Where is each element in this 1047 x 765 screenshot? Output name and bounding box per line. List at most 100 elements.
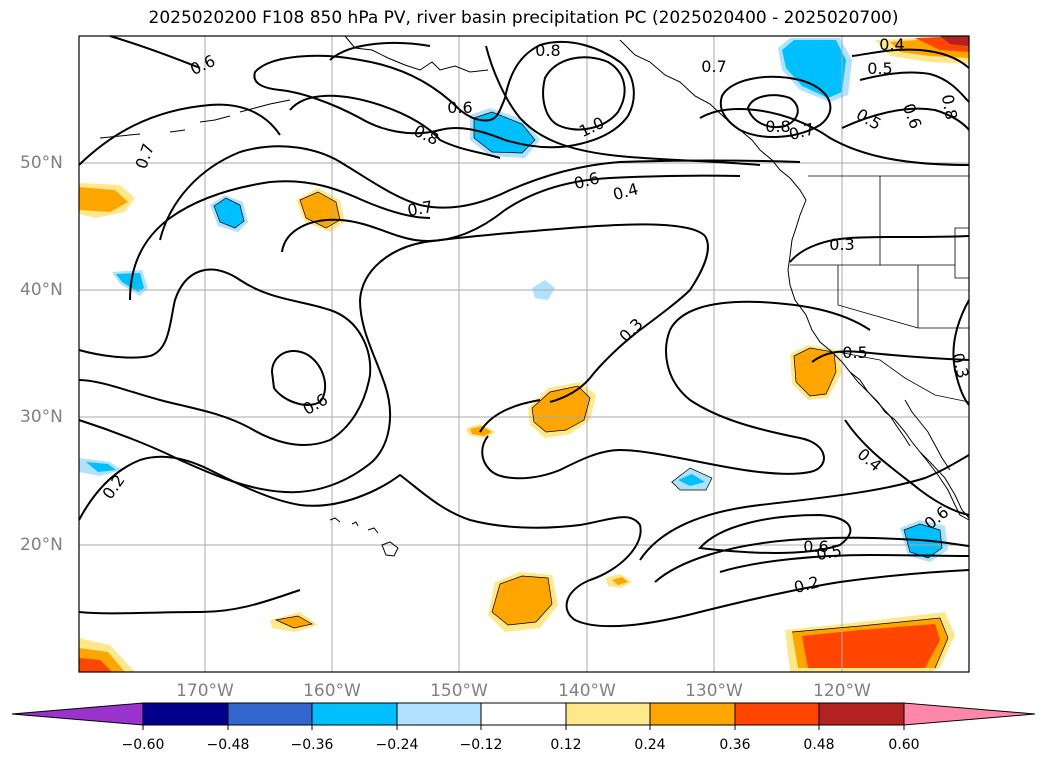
shade-patch bbox=[794, 348, 836, 396]
shade-patch bbox=[612, 577, 628, 585]
colorbar-label: 0.60 bbox=[888, 737, 920, 753]
pv-contour bbox=[669, 300, 871, 331]
pv-contour bbox=[289, 94, 501, 159]
pv-contour bbox=[481, 329, 825, 480]
contour-label: 0.5 bbox=[842, 343, 867, 362]
contour-label: 0.6 bbox=[447, 98, 472, 117]
pv-contour bbox=[78, 455, 970, 628]
shade-patch bbox=[492, 576, 552, 625]
pv-contour bbox=[719, 75, 832, 138]
contour-label: 0.8 bbox=[535, 41, 560, 60]
contour-label: 0.8 bbox=[938, 93, 961, 121]
colorbar-extend-max bbox=[903, 702, 1036, 726]
colorbar-label: −0.36 bbox=[290, 737, 334, 753]
pv-contour bbox=[542, 56, 626, 131]
coastline-mexico bbox=[919, 451, 970, 519]
lon-label-150w: 150°W bbox=[430, 681, 488, 701]
shade-patch bbox=[79, 187, 128, 212]
pv-contour bbox=[851, 48, 970, 69]
contour-label: 0.3 bbox=[829, 235, 854, 254]
lat-label-50n: 50°N bbox=[20, 153, 63, 173]
colorbar-bin bbox=[396, 702, 482, 726]
lon-label-130w: 130°W bbox=[685, 681, 743, 701]
shade-patch bbox=[86, 462, 116, 472]
border-states bbox=[790, 176, 970, 329]
shade-patch bbox=[782, 40, 846, 98]
pv-contour bbox=[841, 107, 970, 131]
shade-patch bbox=[532, 386, 590, 432]
pv-contour bbox=[78, 223, 709, 494]
pv-contour bbox=[639, 454, 970, 561]
shade-outline bbox=[213, 197, 245, 229]
contour-labels: 0.6 0.8 0.6 0.7 0.7 1.0 0.8 0.6 0.4 0.7 … bbox=[98, 35, 972, 597]
lon-label-120w: 120°W bbox=[813, 681, 871, 701]
contour-label: 0.6 bbox=[803, 537, 828, 556]
pv-contour bbox=[129, 180, 431, 301]
borders bbox=[790, 175, 970, 403]
pv-contour bbox=[109, 35, 201, 69]
lon-label-160w: 160°W bbox=[303, 681, 361, 701]
colorbar-bin bbox=[311, 702, 398, 726]
colorbar-label: −0.60 bbox=[121, 737, 165, 753]
plot-frame bbox=[78, 35, 970, 673]
coastline-baja-peninsula bbox=[849, 371, 951, 471]
contour-label: 0.8 bbox=[765, 117, 790, 136]
colorbar-label: 0.36 bbox=[719, 737, 751, 753]
pv-contour bbox=[270, 350, 327, 406]
pv-contour bbox=[78, 589, 301, 615]
colorbar-label: 0.24 bbox=[634, 737, 666, 753]
pv-contour bbox=[78, 103, 281, 166]
colorbar-label: −0.24 bbox=[375, 737, 419, 753]
contour-label: 0.4 bbox=[879, 35, 904, 54]
colorbar bbox=[11, 702, 1036, 730]
pv-contour bbox=[78, 268, 372, 446]
pv-contour bbox=[479, 399, 541, 433]
colorbar-label: −0.12 bbox=[459, 737, 503, 753]
precip-outlines bbox=[213, 111, 949, 669]
coastline-us-west bbox=[787, 199, 869, 393]
coastline-alaska bbox=[99, 35, 489, 139]
coastlines bbox=[99, 35, 970, 557]
shade-outline bbox=[531, 385, 591, 433]
pv-contour bbox=[697, 513, 852, 554]
pv-contour bbox=[844, 419, 970, 516]
pv-contour bbox=[811, 350, 970, 363]
contour-label: 0.7 bbox=[701, 57, 726, 76]
colorbar-label: −0.48 bbox=[206, 737, 250, 753]
shade-outline bbox=[473, 111, 536, 154]
lon-label-140w: 140°W bbox=[558, 681, 616, 701]
shade-patch bbox=[79, 658, 112, 672]
pv-contour bbox=[654, 536, 970, 583]
colorbar-label: 0.48 bbox=[803, 737, 835, 753]
contour-label: 0.7 bbox=[406, 197, 434, 220]
contour-label: 0.5 bbox=[815, 541, 843, 564]
colorbar-bin bbox=[649, 702, 736, 726]
shade-patch bbox=[474, 112, 535, 153]
pv-contour bbox=[746, 94, 799, 128]
border-us-mexico bbox=[837, 351, 970, 403]
colorbar-bin bbox=[565, 702, 651, 726]
shade-outline bbox=[671, 467, 713, 491]
hawaii-islands bbox=[329, 517, 399, 557]
colorbar-bin bbox=[142, 702, 229, 726]
shade-patch bbox=[802, 624, 940, 668]
contour-label: 0.5 bbox=[867, 59, 892, 78]
lat-label-40n: 40°N bbox=[20, 280, 63, 300]
pv-contour bbox=[789, 235, 970, 263]
shade-outline bbox=[274, 615, 313, 629]
shade-patch bbox=[214, 198, 244, 228]
shade-patch bbox=[678, 474, 705, 486]
shade-outline bbox=[299, 191, 341, 229]
colorbar-bin bbox=[818, 702, 905, 726]
pv-contour bbox=[253, 40, 635, 149]
shade-outline bbox=[903, 523, 943, 559]
pv-contour bbox=[859, 71, 970, 103]
pv-contour bbox=[699, 108, 970, 166]
shade-patch bbox=[116, 273, 144, 292]
lon-label-170w: 170°W bbox=[176, 681, 234, 701]
colorbar-bin bbox=[480, 702, 567, 726]
shade-outline bbox=[791, 617, 949, 669]
pv-contour bbox=[159, 145, 801, 241]
pv-contours bbox=[78, 35, 970, 628]
